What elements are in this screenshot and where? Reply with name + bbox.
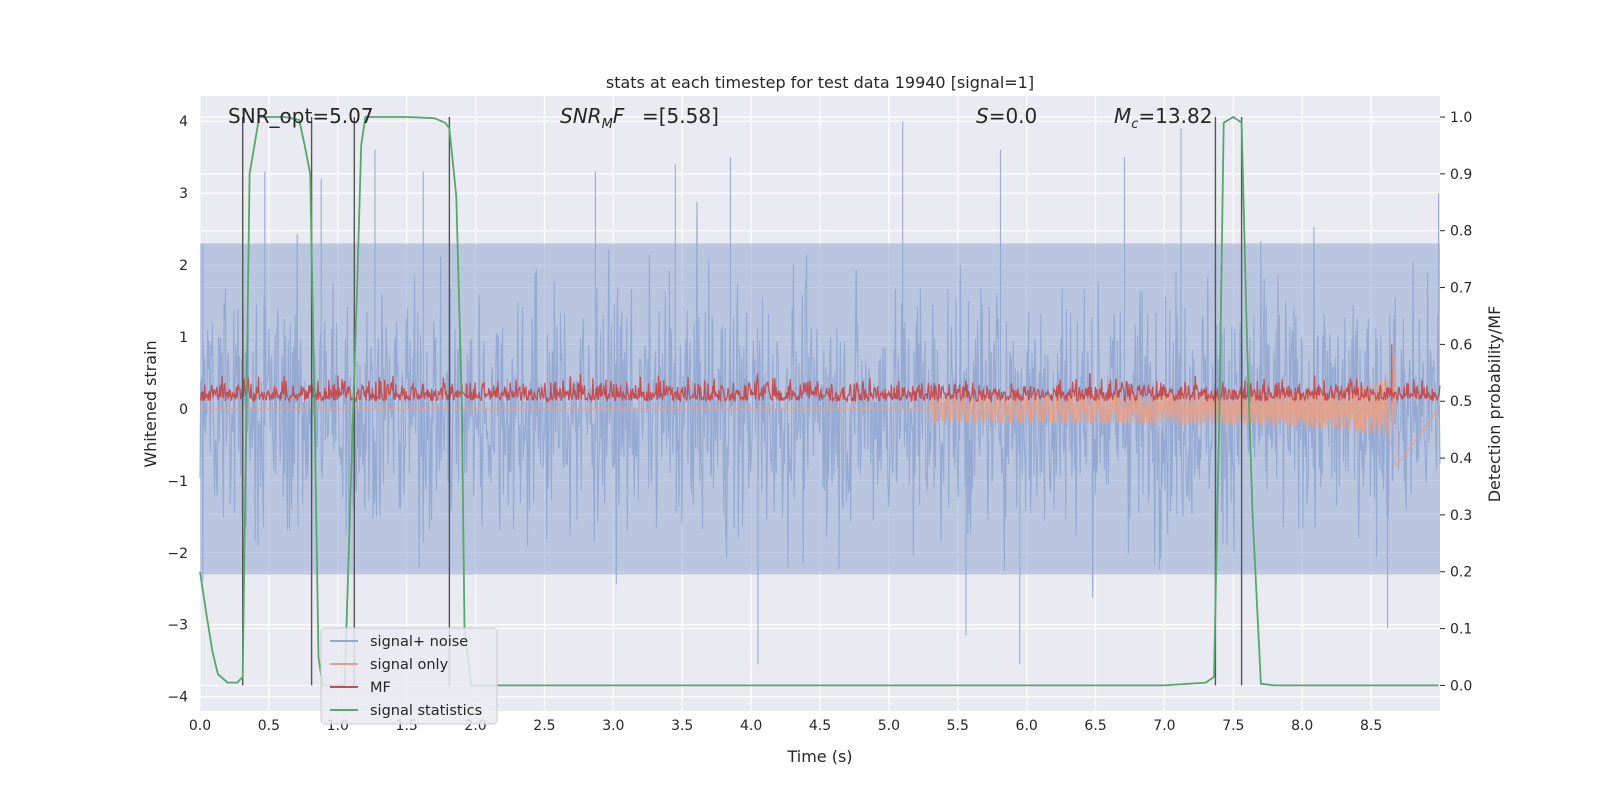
annotation-s: S=0.0 (976, 104, 1037, 128)
x-tick-label: 4.0 (740, 718, 762, 734)
y2-tick-label: 0.5 (1450, 394, 1472, 410)
y-tick-label: 3 (179, 186, 188, 202)
series-signal-only-tail (1395, 408, 1440, 467)
y-tick-label: 1 (179, 330, 188, 346)
x-tick-label: 6.0 (1016, 718, 1038, 734)
x-tick-label: 5.0 (878, 718, 900, 734)
x-tick-label: 2.5 (533, 718, 555, 734)
chart-title: stats at each timestep for test data 199… (606, 73, 1034, 92)
y-tick-label: −1 (167, 474, 188, 490)
y-tick-label: 2 (179, 258, 188, 274)
y-tick-label: 4 (179, 114, 188, 130)
y-tick-label: −4 (167, 690, 188, 706)
y2-tick-label: 0.9 (1450, 167, 1472, 183)
annotation-mc-sub: c (1131, 117, 1138, 132)
annotation-mc: Mc=13.82 (1114, 104, 1212, 132)
legend-label-signal-noise: signal+ noise (370, 634, 468, 650)
x-tick-label: 0.5 (258, 718, 280, 734)
annotation-snr-mf-sub: M (602, 117, 613, 132)
y-axis-label: Whitened strain (141, 340, 160, 467)
annotation-snr-opt: SNR_opt=5.07 (228, 104, 374, 128)
y2-axis-label: Detection probability/MF (1485, 306, 1504, 503)
annotation-mc-var: M (1114, 104, 1131, 128)
annotation-snr-mf-value: =[5.58] (642, 104, 719, 128)
ticks-layer: 0.0 0.5 1.0 1.5 2.0 2.5 3.0 3.5 4.0 4.5 5.0 5.5 6.0 6… (167, 110, 1472, 734)
x-tick-label: 6.5 (1084, 718, 1106, 734)
y2-tick-label: 0.1 (1450, 622, 1472, 638)
legend: signal+ noise signal only MF signal stat… (320, 627, 498, 725)
annotation-snr-mf-var: SNR (560, 104, 602, 128)
x-tick-label: 5.5 (947, 718, 969, 734)
x-tick-label: 3.5 (671, 718, 693, 734)
annotation-s-var: S (976, 104, 989, 128)
x-tick-label: 8.0 (1291, 718, 1313, 734)
y2-tick-label: 0.6 (1450, 337, 1472, 353)
annotation-snr-mf: SNRMF (560, 104, 625, 132)
annotation-mc-value: =13.82 (1138, 104, 1212, 128)
legend-label-signal-statistics: signal statistics (370, 703, 482, 719)
y2-tick-label: 0.0 (1450, 678, 1472, 694)
x-tick-label: 8.5 (1360, 718, 1382, 734)
data-layer (199, 115, 1441, 687)
x-tick-label: 7.5 (1222, 718, 1244, 734)
y2-tick-label: 0.8 (1450, 224, 1472, 240)
y2-tick-label: 1.0 (1450, 110, 1472, 126)
series-signal-only (929, 354, 1397, 467)
annotation-snr-mf-rest-var: F (613, 104, 625, 128)
y2-tick-label: 0.7 (1450, 281, 1472, 297)
series-signal-statistics (199, 115, 1439, 687)
y2-tick-label: 0.4 (1450, 451, 1472, 467)
y-tick-label: −3 (167, 618, 188, 634)
y2-tick-label: 0.3 (1450, 508, 1472, 524)
x-tick-label: 0.0 (189, 718, 211, 734)
annotation-s-value: =0.0 (989, 104, 1038, 128)
legend-label-mf: MF (370, 680, 391, 696)
series-mf (199, 344, 1441, 404)
y-tick-label: −2 (167, 546, 188, 562)
y-tick-label: 0 (179, 402, 188, 418)
series-signal-noise (199, 121, 1441, 665)
x-tick-label: 4.5 (809, 718, 831, 734)
x-tick-label: 7.0 (1153, 718, 1175, 734)
legend-box (320, 627, 498, 725)
x-axis-label: Time (s) (786, 747, 852, 766)
legend-label-signal-only: signal only (370, 657, 449, 673)
x-tick-label: 3.0 (602, 718, 624, 734)
y2-tick-label: 0.2 (1450, 565, 1472, 581)
